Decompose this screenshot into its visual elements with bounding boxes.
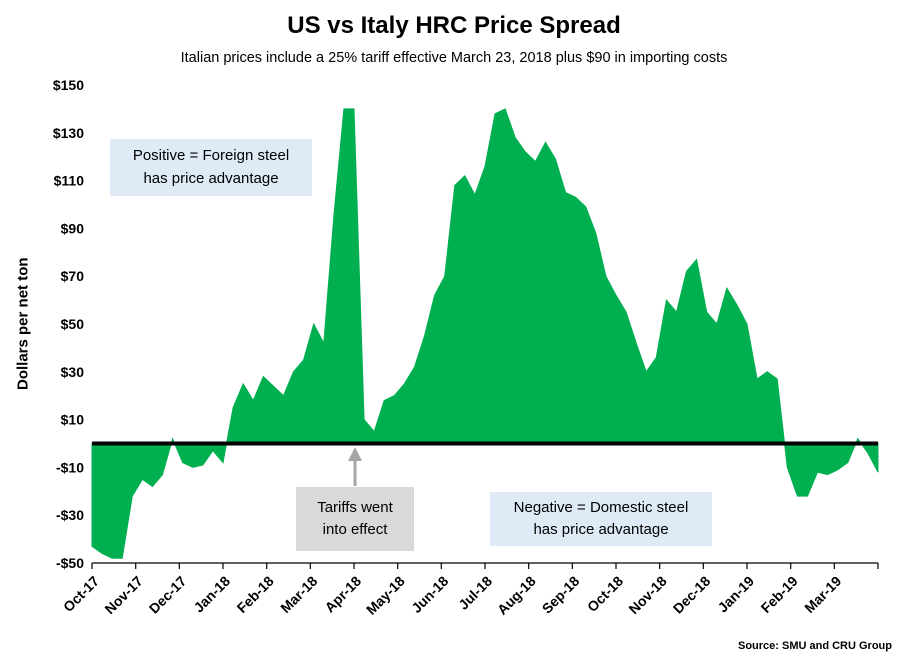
spread-area-series	[91, 108, 879, 559]
x-tick-label: Jan-18	[190, 573, 233, 616]
x-tick-label: Mar-18	[277, 573, 320, 616]
annotation-negative-advantage: Negative = Domestic steel has price adva…	[490, 492, 712, 546]
x-tick-label: Feb-18	[234, 573, 277, 616]
x-tick-label: Aug-18	[494, 573, 539, 618]
x-tick-label: Dec-18	[670, 573, 714, 617]
annotation-negative-line2: has price advantage	[533, 521, 669, 538]
y-tick-label: -$30	[56, 507, 84, 523]
chart-title: US vs Italy HRC Price Spread	[287, 12, 621, 39]
annotation-tariffs-effect: Tariffs went into effect	[296, 487, 414, 551]
annotation-tariff-line2: into effect	[322, 521, 388, 538]
y-tick-label: -$50	[56, 555, 84, 571]
y-tick-label: $70	[61, 268, 85, 284]
x-tick-label: Dec-17	[146, 573, 190, 617]
y-tick-label: $90	[61, 220, 85, 236]
x-tick-label: Feb-19	[758, 573, 801, 616]
y-tick-label: -$10	[56, 459, 84, 475]
x-tick-label: Apr-18	[321, 573, 364, 616]
x-tick-label: Jul-18	[455, 573, 495, 613]
annotation-negative-line1: Negative = Domestic steel	[513, 498, 689, 516]
x-tick-label: Oct-18	[584, 573, 626, 615]
x-tick-label: Jan-19	[714, 573, 757, 616]
y-tick-label: $150	[53, 77, 84, 93]
source-credit: Source: SMU and CRU Group	[737, 640, 892, 652]
y-tick-label: $110	[54, 173, 85, 189]
x-tick-label: Mar-19	[801, 573, 844, 616]
annotation-positive-line1: Positive = Foreign steel	[132, 147, 290, 164]
x-tick-label: Nov-18	[625, 573, 669, 617]
y-tick-label: $130	[53, 125, 84, 141]
annotation-tariff-line1: Tariffs went	[317, 498, 393, 516]
y-tick-label: $50	[61, 316, 85, 332]
x-tick-label: Oct-17	[60, 573, 102, 615]
tariff-arrow-head-icon	[348, 447, 362, 461]
x-tick-label: May-18	[363, 573, 408, 618]
x-tick-label: Nov-17	[101, 573, 145, 617]
annotation-positive-advantage: Positive = Foreign steel has price advan…	[110, 139, 312, 196]
x-tick-label: Jun-18	[408, 573, 451, 616]
x-tick-label: Sep-18	[539, 573, 583, 617]
y-tick-label: $10	[61, 412, 85, 428]
chart-subtitle: Italian prices include a 25% tariff effe…	[180, 50, 728, 66]
y-tick-label: $30	[61, 364, 85, 380]
annotation-positive-line2: has price advantage	[143, 169, 279, 187]
